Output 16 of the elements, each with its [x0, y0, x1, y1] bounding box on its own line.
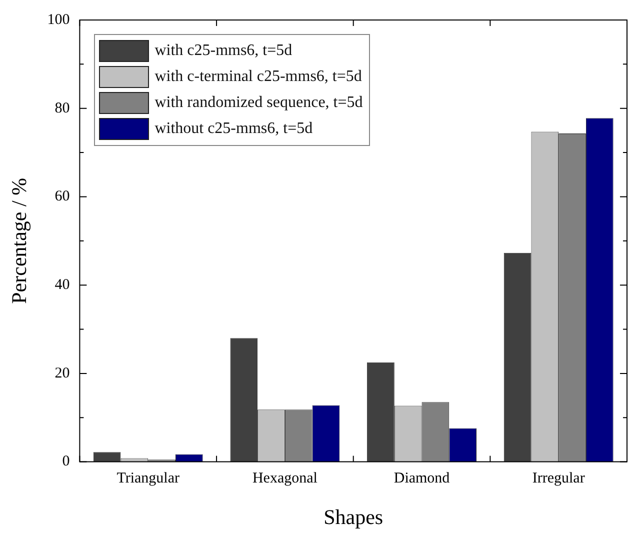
y-tick-label: 0	[62, 454, 70, 470]
x-tick-label: Irregular	[532, 470, 585, 487]
y-tick-label: 100	[47, 12, 70, 28]
x-tick-label: Hexagonal	[252, 470, 318, 487]
legend-label: without c25-mms6, t=5d	[154, 120, 313, 138]
y-axis-title: Percentage / %	[7, 178, 32, 304]
legend-label: with randomized sequence, t=5d	[154, 94, 363, 112]
y-tick-label: 20	[54, 365, 70, 382]
y-tick-label: 40	[54, 277, 70, 294]
x-tick-label: Triangular	[116, 470, 180, 487]
legend-label: with c25-mms6, t=5d	[154, 42, 292, 60]
legend-label: with c-terminal c25-mms6, t=5d	[154, 68, 362, 86]
y-tick-label: 80	[54, 100, 70, 116]
x-tick-label: Diamond	[394, 470, 450, 487]
x-axis-title: Shapes	[324, 504, 384, 529]
y-tick-label: 60	[54, 188, 70, 205]
